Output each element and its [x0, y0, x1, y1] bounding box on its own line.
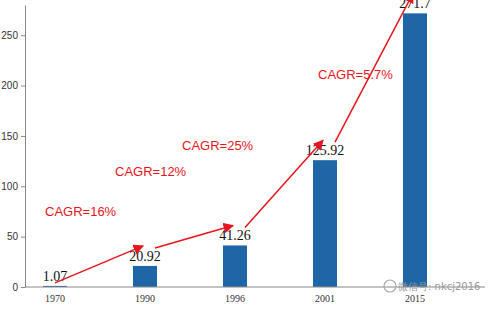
- x-tick: 1970: [45, 287, 65, 304]
- arrow: [55, 246, 143, 283]
- y-tick-label: 50: [7, 231, 19, 242]
- watermark-icon: [384, 280, 396, 292]
- y-tick-label: 250: [1, 30, 18, 41]
- y-tick-mark: [21, 237, 25, 238]
- x-tick-label: 2015: [405, 293, 425, 304]
- data-label: 1.07: [43, 269, 68, 284]
- y-axis-line: [25, 6, 26, 288]
- x-tick-label: 1970: [45, 293, 65, 304]
- x-tick: 1990: [135, 287, 155, 304]
- data-label: 125.92: [306, 143, 345, 158]
- annotation: CAGR=25%: [182, 138, 254, 153]
- y-tick-mark: [21, 287, 25, 288]
- y-tick-mark: [21, 35, 25, 36]
- y-tick-label: 150: [1, 131, 18, 142]
- x-tick-label: 2001: [315, 293, 335, 304]
- bar: [223, 245, 247, 287]
- plot-area: [43, 13, 427, 287]
- y-tick-label: 0: [12, 282, 18, 293]
- annotation: CAGR=16%: [45, 204, 117, 219]
- y-tick: 50: [7, 231, 25, 242]
- arrow: [155, 225, 233, 247]
- chart: 0 50 100 150 200 250 1970 1990 1996 2001 2015 1.07 2…: [0, 0, 500, 313]
- x-tick-label: 1990: [135, 293, 155, 304]
- y-tick: 250: [1, 30, 25, 41]
- y-tick: 100: [1, 181, 25, 192]
- annotations: CAGR=16% CAGR=12% CAGR=25% CAGR=5.7% 微信号: nk…: [45, 67, 480, 292]
- bar: [133, 266, 157, 287]
- data-label: 41.26: [219, 228, 251, 243]
- y-tick-mark: [21, 136, 25, 137]
- y-tick-mark: [21, 186, 25, 187]
- x-tick: 1996: [225, 287, 245, 304]
- y-tick-mark: [21, 86, 25, 87]
- data-label: 20.92: [129, 249, 161, 264]
- arrows: [55, 0, 413, 283]
- annotation: CAGR=5.7%: [318, 67, 393, 82]
- y-tick-label: 100: [1, 181, 18, 192]
- x-tick: 2001: [315, 287, 335, 304]
- watermark: 微信号: nkcj2016: [398, 281, 480, 292]
- y-tick: 150: [1, 131, 25, 142]
- y-tick: 200: [1, 80, 25, 91]
- data-labels: 1.0720.9241.26125.92271.7: [43, 0, 431, 284]
- annotation: CAGR=12%: [115, 164, 187, 179]
- arrow: [245, 140, 323, 227]
- y-axis: 0 50 100 150 200 250: [1, 6, 25, 293]
- y-tick-label: 200: [1, 80, 18, 91]
- bar: [403, 13, 427, 287]
- bar: [313, 160, 337, 287]
- x-tick-label: 1996: [225, 293, 245, 304]
- y-tick: 0: [12, 282, 25, 293]
